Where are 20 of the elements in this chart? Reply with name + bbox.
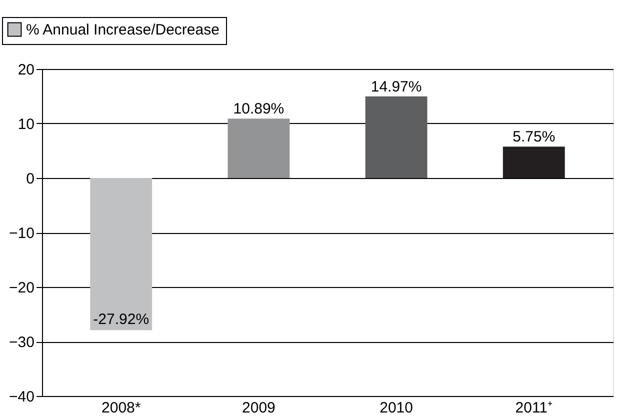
- legend-label: % Annual Increase/Decrease: [26, 22, 220, 38]
- y-tick-label: −20: [9, 280, 34, 296]
- x-tick-label: 2009: [242, 400, 276, 416]
- x-tick-label: 2010: [380, 400, 413, 416]
- x-tick-label: 2011⁺: [515, 400, 553, 416]
- data-label: -27.92%: [93, 311, 150, 328]
- y-tick-label: 20: [18, 62, 34, 78]
- bar: [502, 146, 565, 178]
- bar: [228, 118, 290, 178]
- data-label: 14.97%: [370, 78, 422, 96]
- y-tick-label: −30: [9, 334, 34, 351]
- x-tick-label: 2008*: [102, 400, 141, 416]
- data-label: 5.75%: [512, 128, 556, 146]
- y-tick-label: 10: [18, 116, 34, 133]
- bar: [365, 96, 428, 178]
- y-tick-label: 0: [26, 170, 34, 188]
- y-tick-label: −10: [9, 225, 34, 242]
- bar: [90, 178, 152, 330]
- data-label: 10.89%: [233, 100, 284, 118]
- y-tick-label: −40: [9, 388, 34, 406]
